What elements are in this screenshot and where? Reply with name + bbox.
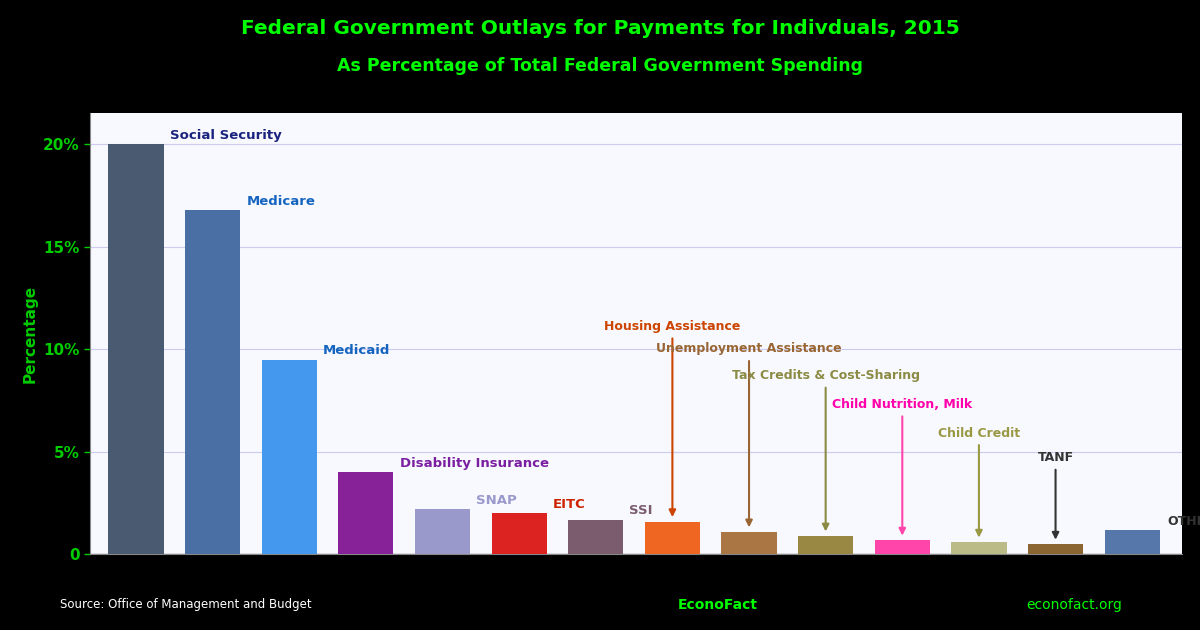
Bar [952, 542, 1007, 554]
Bar [644, 522, 700, 554]
Text: Medicaid: Medicaid [323, 345, 390, 357]
Text: Tax Credits & Cost-Sharing: Tax Credits & Cost-Sharing [732, 369, 919, 529]
Bar [568, 520, 623, 554]
Text: Source: Office of Management and Budget: Source: Office of Management and Budget [60, 598, 312, 611]
Y-axis label: Percentage: Percentage [23, 285, 37, 383]
Bar [721, 532, 776, 554]
Bar [338, 472, 394, 554]
Bar [185, 210, 240, 554]
Bar [108, 144, 163, 554]
Text: Child Nutrition, Milk: Child Nutrition, Milk [832, 398, 972, 534]
Text: econofact.org: econofact.org [1026, 598, 1122, 612]
Bar [798, 536, 853, 554]
Bar [1028, 544, 1084, 554]
Text: EconoFact: EconoFact [678, 598, 758, 612]
Bar [262, 360, 317, 554]
Text: Medicare: Medicare [246, 195, 316, 208]
Bar [1105, 530, 1159, 554]
Text: TANF: TANF [1038, 451, 1074, 537]
Text: SNAP: SNAP [476, 494, 517, 507]
Text: As Percentage of Total Federal Government Spending: As Percentage of Total Federal Governmen… [337, 57, 863, 75]
Bar [875, 540, 930, 554]
Text: Federal Government Outlays for Payments for Indivduals, 2015: Federal Government Outlays for Payments … [241, 19, 959, 38]
Text: EITC: EITC [553, 498, 586, 512]
Text: Disability Insurance: Disability Insurance [400, 457, 548, 471]
Text: OTHER: OTHER [1168, 515, 1200, 528]
Text: Social Security: Social Security [169, 129, 282, 142]
Text: SSI: SSI [630, 505, 653, 517]
Text: Housing Assistance: Housing Assistance [605, 320, 740, 515]
Bar [415, 509, 470, 554]
Text: Child Credit: Child Credit [938, 427, 1020, 536]
Bar [492, 513, 547, 554]
Text: Unemployment Assistance: Unemployment Assistance [656, 343, 842, 525]
